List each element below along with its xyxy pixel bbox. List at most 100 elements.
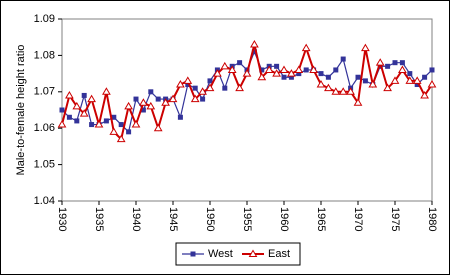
point [281,74,287,80]
point [155,96,161,102]
point [72,101,82,110]
point [399,60,405,66]
point [200,96,206,102]
x-tick-label: 1965 [315,207,327,231]
point [79,109,89,117]
x-tick-label: 1955 [241,207,253,231]
point [116,134,126,143]
plot-area [61,18,433,202]
y-tick-label: 1.05 [34,159,55,171]
point [190,94,200,103]
point [405,76,415,84]
point [168,94,178,103]
point [279,65,289,73]
point [287,69,296,77]
point [338,87,348,95]
point [146,101,156,110]
y-tick-label: 1.06 [34,122,55,134]
point [385,63,391,69]
x-tick-label: 1950 [204,207,216,231]
x-tick-label: 1940 [130,207,142,231]
point [198,87,207,95]
point [383,83,392,92]
point [296,71,302,77]
point [111,114,117,120]
point [131,120,141,128]
point [294,65,304,73]
point [420,90,429,99]
point [422,74,428,80]
point [81,92,87,98]
point [207,78,213,84]
point [126,129,132,135]
point [103,118,109,124]
point [259,67,265,73]
x-tick-label: 1980 [426,207,438,231]
y-tick-label: 1.09 [34,13,55,25]
point [183,76,193,84]
point [237,60,243,66]
point [377,63,383,69]
point [140,107,146,113]
point [331,87,341,95]
point [65,90,74,99]
point [325,74,331,80]
x-tick-label: 1935 [93,207,105,231]
point [133,96,139,102]
point [66,114,72,120]
point [250,39,259,48]
legend-label: East [268,248,290,260]
x-tick-label: 1960 [278,207,290,231]
point [161,98,170,106]
point [227,65,237,73]
y-axis-label: Male-to-female height ratio [15,45,27,176]
point [390,76,400,84]
point [264,65,274,73]
point [368,80,378,88]
point [309,65,318,73]
point [222,85,228,91]
point [87,94,96,103]
point [177,114,183,120]
legend-marker [248,249,258,257]
point [89,122,95,128]
point [375,58,385,66]
point [414,82,420,88]
legend-box [175,242,301,266]
point [427,80,437,88]
point [192,85,198,91]
y-tick-label: 1.04 [34,195,55,207]
x-tick-label: 1945 [167,207,179,231]
point [251,49,257,55]
point [57,120,67,128]
x-tick-label: 1975 [389,207,401,231]
point [346,87,355,95]
point [324,83,333,92]
point [272,69,281,77]
point [257,72,267,81]
y-tick-label: 1.07 [34,86,55,98]
point [392,60,398,66]
x-tick-label: 1930 [56,207,68,231]
point [139,98,148,106]
point [353,98,363,106]
point [118,122,124,128]
point [288,74,294,80]
point [340,56,346,62]
legend-label: West [208,248,233,260]
point [220,61,230,70]
point [176,80,185,88]
point [318,71,324,77]
point [316,80,326,88]
point [94,120,104,128]
point [398,65,407,73]
point [124,101,133,110]
point [362,78,368,84]
point [205,83,215,92]
point [213,69,222,77]
point [361,43,370,52]
point [242,69,252,77]
point [412,76,422,84]
